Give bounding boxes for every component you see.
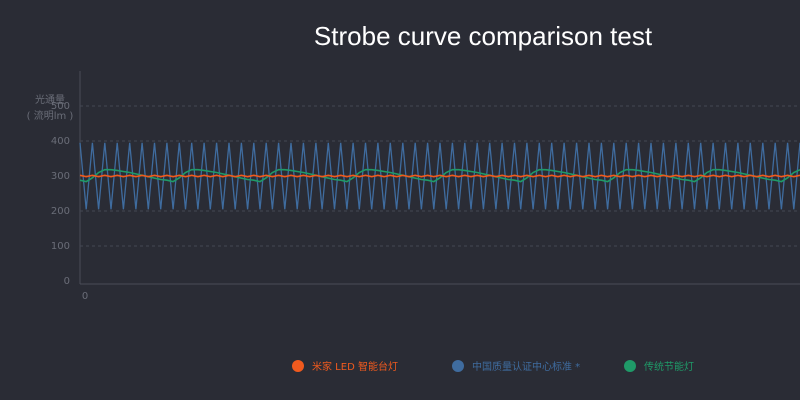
series-line	[79, 174, 800, 178]
series-line	[79, 142, 800, 210]
y-tick-label: 400	[51, 136, 70, 147]
y-tick-label: 500	[51, 101, 70, 112]
x-tick-label: 0	[82, 291, 88, 302]
y-tick-label: 0	[64, 276, 70, 287]
legend-marker	[624, 360, 636, 372]
y-tick-label: 100	[51, 241, 70, 252]
y-tick-label: 300	[51, 171, 70, 182]
chart-title: Strobe curve comparison test	[314, 21, 653, 51]
legend-label: 中国质量认证中心标准 *	[472, 360, 580, 373]
y-tick-label: 200	[51, 206, 70, 217]
legend-marker	[452, 360, 464, 372]
y-axis-label: ( 流明lm )	[27, 109, 74, 122]
legend-label: 米家 LED 智能台灯	[312, 360, 398, 373]
series-line	[79, 168, 800, 183]
legend-label: 传统节能灯	[644, 360, 694, 373]
legend-marker	[292, 360, 304, 372]
y-axis-label: 光通量	[35, 93, 65, 106]
